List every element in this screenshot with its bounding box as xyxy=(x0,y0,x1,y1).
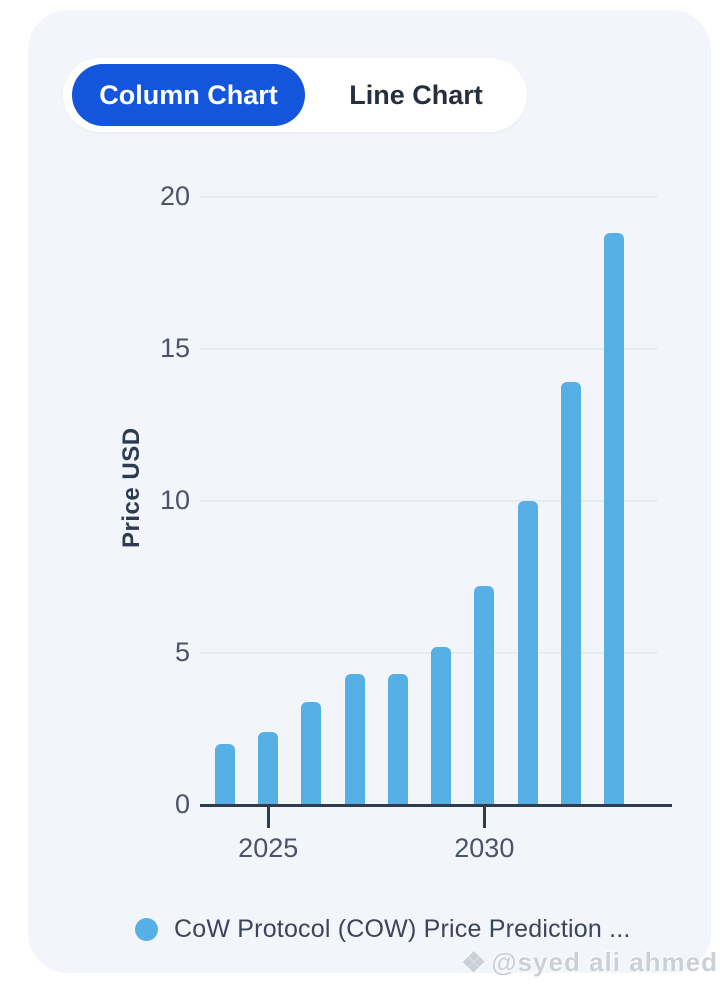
x-axis-line xyxy=(200,803,672,807)
bar-2029[interactable] xyxy=(431,646,452,805)
bar-2028[interactable] xyxy=(387,674,408,805)
tab-column-chart[interactable]: Column Chart xyxy=(72,64,305,126)
watermark-handle: @syed ali ahmed xyxy=(491,947,718,977)
bar-2030[interactable] xyxy=(474,586,495,805)
legend-item[interactable]: CoW Protocol (COW) Price Prediction ... xyxy=(135,912,631,946)
bar-2031[interactable] xyxy=(517,501,538,805)
gridline-20 xyxy=(200,196,658,198)
y-tick-5: 5 xyxy=(174,637,190,667)
legend-marker-icon xyxy=(135,917,158,941)
gem-icon: ❖ xyxy=(461,947,488,978)
y-tick-20: 20 xyxy=(159,181,190,211)
tab-line-chart-wrap: Line Chart xyxy=(305,70,527,121)
chart-type-toggle: Column Chart Line Chart xyxy=(63,58,527,132)
y-tick-15: 15 xyxy=(159,333,190,363)
bar-2033[interactable] xyxy=(603,233,624,805)
y-tick-0: 0 xyxy=(174,789,190,819)
plot-area: 0 5 10 15 20 2025 2030 xyxy=(28,10,711,973)
bar-2025[interactable] xyxy=(258,732,279,805)
watermark: ❖ @syed ali ahmed xyxy=(461,946,718,979)
x-tick-2025 xyxy=(266,806,270,828)
bar-2032[interactable] xyxy=(560,382,581,805)
bar-2027[interactable] xyxy=(344,674,365,805)
bar-2026[interactable] xyxy=(301,701,322,805)
tab-line-chart[interactable]: Line Chart xyxy=(343,70,489,121)
x-tick-2030 xyxy=(482,806,486,828)
legend-label: CoW Protocol (COW) Price Prediction ... xyxy=(174,914,631,943)
gridline-5 xyxy=(200,652,658,654)
x-tick-label-2025: 2025 xyxy=(238,833,299,863)
y-tick-10: 10 xyxy=(159,485,190,515)
gridline-15 xyxy=(200,348,658,350)
x-tick-label-2030: 2030 xyxy=(454,833,515,863)
bar-2024[interactable] xyxy=(215,744,235,805)
gridline-10 xyxy=(200,500,658,502)
chart-card: Column Chart Line Chart Price USD 0 5 10 15… xyxy=(28,10,711,973)
